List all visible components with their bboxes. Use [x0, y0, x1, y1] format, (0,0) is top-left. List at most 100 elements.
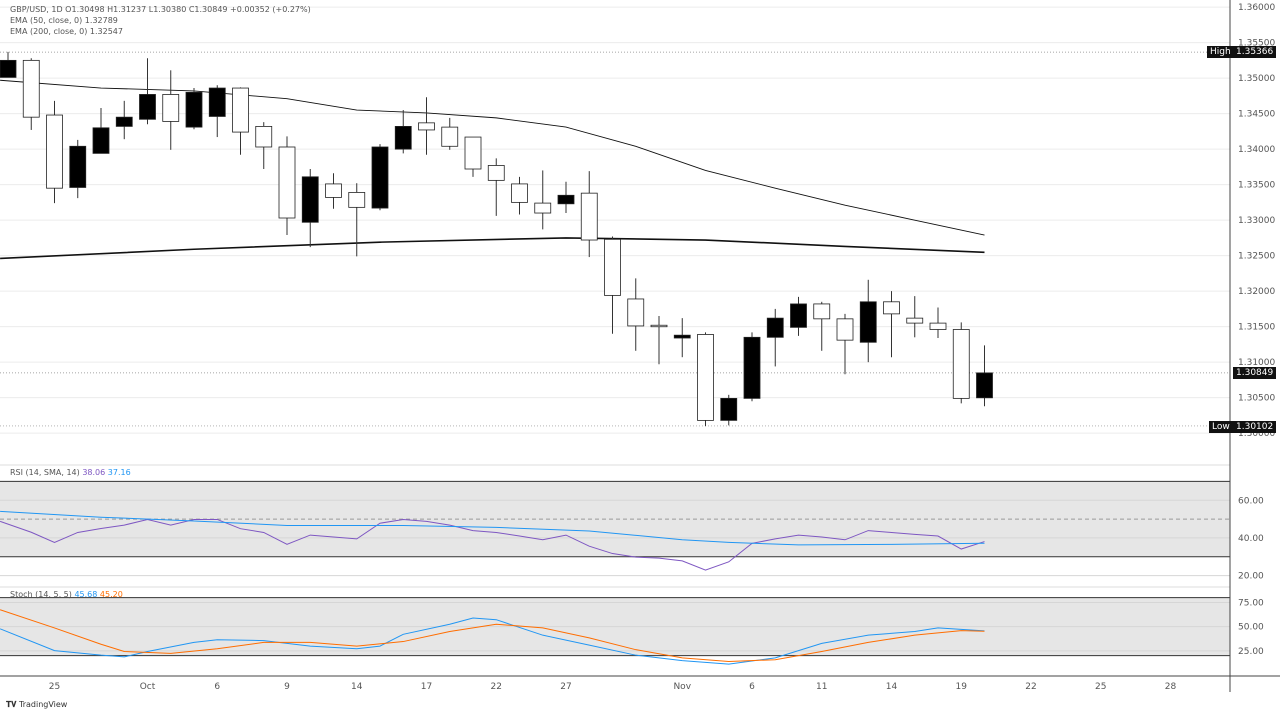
- stoch-axis-tick: 75.00: [1238, 599, 1264, 609]
- candle-down: [929, 322, 947, 330]
- high-price-tag: 1.35366: [1233, 46, 1277, 58]
- candle-up: [673, 334, 691, 339]
- candle-up: [92, 127, 110, 154]
- candle-down: [441, 126, 459, 147]
- rsi-legend[interactable]: RSI (14, SMA, 14) 38.06 37.16: [10, 467, 131, 478]
- stoch-axis-tick: 50.00: [1238, 623, 1264, 633]
- candle-down: [580, 192, 598, 241]
- time-axis-tick: 17: [421, 682, 432, 692]
- candle-up: [208, 87, 226, 117]
- low-price-tag: 1.30102: [1233, 421, 1277, 433]
- stoch-legend[interactable]: Stoch (14, 5, 5) 45.68 45.20: [10, 589, 123, 600]
- chart-legend: GBP/USD, 1D O1.30498 H1.31237 L1.30380 C…: [10, 4, 311, 37]
- candle-down: [348, 192, 366, 208]
- candle-down: [952, 329, 970, 399]
- candle-down: [487, 165, 505, 181]
- candle-down: [22, 59, 40, 118]
- candle-down: [464, 136, 482, 170]
- brand-text: TradingView: [19, 700, 68, 709]
- candle-down: [813, 303, 831, 320]
- candle-up: [720, 397, 738, 421]
- time-axis-tick: 22: [491, 682, 502, 692]
- low-label: Low: [1209, 421, 1233, 433]
- price-axis-tick: 1.31000: [1238, 358, 1275, 368]
- candle-down: [418, 122, 435, 131]
- time-axis-tick: 14: [351, 682, 363, 692]
- rsi-axis-tick: 60.00: [1238, 496, 1264, 506]
- candle-up: [394, 126, 412, 150]
- candle-down: [697, 334, 714, 421]
- candle-up: [185, 91, 203, 128]
- candle-up: [859, 301, 877, 343]
- candle-up: [790, 303, 807, 328]
- candle-down: [627, 298, 645, 327]
- candle-down: [836, 318, 854, 341]
- candle-up: [0, 59, 17, 78]
- price-axis-tick: 1.34000: [1238, 145, 1275, 155]
- time-axis-tick: 6: [749, 682, 755, 692]
- price-axis-tick: 1.36000: [1238, 3, 1275, 13]
- symbol-ohlc-line: GBP/USD, 1D O1.30498 H1.31237 L1.30380 C…: [10, 5, 311, 14]
- candle-up: [69, 145, 87, 188]
- stoch-k-value: 45.68: [74, 590, 98, 599]
- rsi-legend-label: RSI (14, SMA, 14): [10, 468, 80, 477]
- candle-down: [255, 126, 273, 148]
- time-axis-tick: 22: [1025, 682, 1036, 692]
- candle-down: [534, 202, 552, 214]
- time-axis-tick: 11: [816, 682, 827, 692]
- price-axis-tick: 1.30000: [1238, 429, 1275, 439]
- ema50-legend[interactable]: EMA (50, close, 0) 1.32789: [10, 16, 118, 25]
- time-axis-tick: 25: [49, 682, 60, 692]
- candle-down: [883, 301, 900, 315]
- candle-up: [976, 372, 993, 399]
- candle-up: [766, 317, 784, 338]
- rsi-value: 38.06: [82, 468, 106, 477]
- time-axis-tick: 14: [886, 682, 898, 692]
- rsi-axis-tick: 40.00: [1238, 534, 1264, 544]
- candle-down: [511, 183, 528, 203]
- high-label: High: [1207, 46, 1234, 58]
- candle-down: [162, 94, 180, 122]
- candle-down: [46, 114, 63, 189]
- tradingview-logo[interactable]: 𝐓𝐕 TradingView: [6, 700, 68, 709]
- stoch-k-line: [0, 617, 985, 665]
- price-axis-tick: 1.33000: [1238, 216, 1275, 226]
- price-axis-tick: 1.35000: [1238, 74, 1275, 84]
- candle-down: [650, 324, 668, 328]
- price-axis-tick: 1.32500: [1238, 252, 1275, 262]
- candle-up: [115, 116, 133, 127]
- price-axis-tick: 1.35500: [1238, 39, 1275, 49]
- time-axis-tick: 27: [560, 682, 571, 692]
- stoch-axis-tick: 25.00: [1238, 647, 1264, 657]
- price-axis-tick: 1.30500: [1238, 394, 1275, 404]
- candle-up: [301, 176, 319, 223]
- candle-down: [278, 146, 296, 219]
- ema200-line: [0, 237, 985, 260]
- rsi-sma-line: [0, 510, 985, 546]
- candle-down: [906, 317, 924, 324]
- candle-down: [232, 87, 249, 133]
- time-axis-tick: 6: [214, 682, 220, 692]
- time-axis-tick: 28: [1165, 682, 1177, 692]
- candle-up: [743, 336, 761, 399]
- stoch-legend-label: Stoch (14, 5, 5): [10, 590, 72, 599]
- rsi-rsi-line: [0, 518, 985, 571]
- current-price-tag: 1.30849: [1233, 367, 1277, 379]
- price-axis-tick: 1.34500: [1238, 110, 1275, 120]
- ema200-legend[interactable]: EMA (200, close, 0) 1.32547: [10, 27, 123, 36]
- candle-up: [139, 94, 156, 120]
- time-axis-tick: 19: [956, 682, 968, 692]
- time-axis-tick: 9: [284, 682, 290, 692]
- candle-down: [604, 238, 621, 296]
- time-axis-tick: Oct: [140, 682, 156, 692]
- price-axis-tick: 1.32000: [1238, 287, 1275, 297]
- stoch-d-line: [0, 609, 985, 662]
- price-axis-tick: 1.31500: [1238, 323, 1275, 333]
- time-axis-tick: 25: [1095, 682, 1106, 692]
- rsi-sma-value: 37.16: [107, 468, 131, 477]
- rsi-axis-tick: 20.00: [1238, 572, 1264, 582]
- stoch-d-value: 45.20: [99, 590, 123, 599]
- candle-up: [371, 146, 389, 209]
- price-axis-tick: 1.33500: [1238, 181, 1275, 191]
